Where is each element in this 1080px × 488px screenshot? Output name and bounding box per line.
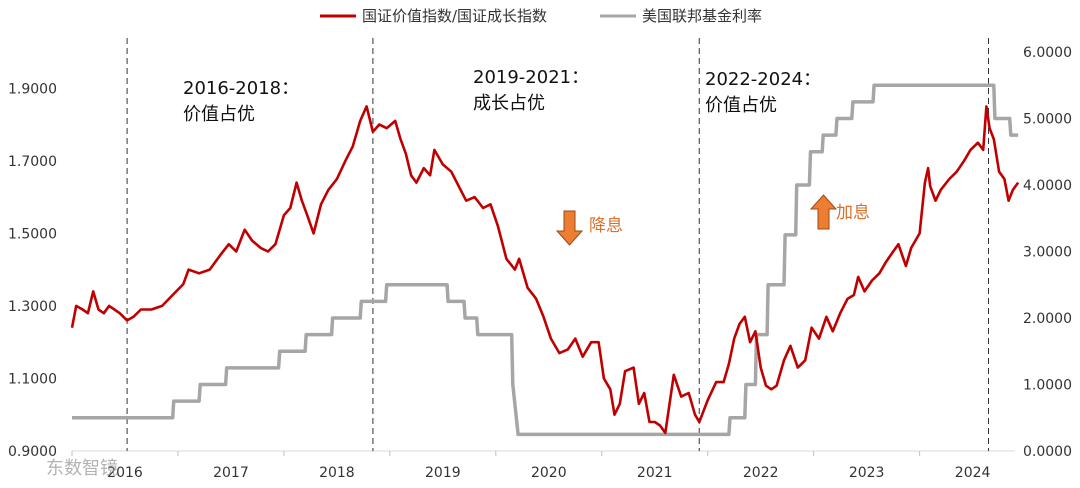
left-tick-label-1: 1.1000 (8, 371, 57, 387)
watermark: 东数智镜 (46, 458, 118, 479)
right-tick-label-3: 3.0000 (1023, 245, 1072, 261)
right-tick-label-2: 2.0000 (1023, 311, 1072, 327)
x-tick-label-4: 2020 (531, 465, 567, 481)
series-line-value-growth (70, 105, 1020, 435)
legend-label-value-growth: 国证价值指数/国证成长指数 (362, 7, 547, 25)
x-tick-label-8: 2024 (955, 465, 991, 481)
rate-cut-marker: 降息 (555, 210, 623, 246)
left-axis: 0.9000 1.1000 1.3000 1.5000 1.7000 1.9000 (8, 81, 57, 460)
left-tick-label-5: 1.9000 (8, 81, 57, 97)
x-tick-label-7: 2023 (849, 465, 885, 481)
legend: 国证价值指数/国证成长指数 美国联邦基金利率 (320, 7, 762, 25)
right-tick-label-4: 4.0000 (1023, 178, 1072, 194)
right-axis: 0.0000 1.0000 2.0000 3.0000 4.0000 5.0000 6.00… (1023, 45, 1072, 460)
x-tick-label-5: 2021 (637, 465, 673, 481)
x-tick-label-0: 2016 (107, 465, 143, 481)
right-tick-label-1: 1.0000 (1023, 378, 1072, 394)
right-tick-label-5: 5.0000 (1023, 112, 1072, 128)
rate-cut-label: 降息 (589, 216, 623, 236)
right-tick-label-6: 6.0000 (1023, 45, 1072, 61)
legend-label-fed-rate: 美国联邦基金利率 (642, 7, 762, 25)
annotations: 2016-2018： 价值占优 2019-2021： 成长占优 2022-202… (183, 67, 821, 125)
x-tick-label-3: 2019 (425, 465, 461, 481)
annotation-period-2-label: 成长占优 (473, 93, 545, 114)
rate-hike-marker: 加息 (809, 194, 870, 230)
rate-hike-label: 加息 (836, 203, 870, 223)
annotation-period-3-title: 2022-2024： (705, 69, 821, 90)
annotation-period-1-label: 价值占优 (183, 104, 255, 125)
left-tick-label-0: 0.9000 (8, 444, 57, 460)
series-line-fed-rate (72, 83, 1019, 437)
x-tick-label-1: 2017 (213, 465, 249, 481)
period-dividers (126, 38, 990, 451)
left-tick-label-3: 1.5000 (8, 226, 57, 242)
arrow-up-icon (809, 194, 838, 230)
annotation-period-2-title: 2019-2021： (473, 67, 589, 88)
left-tick-label-4: 1.7000 (8, 154, 57, 170)
arrow-down-icon (555, 210, 584, 246)
x-axis: 2016 2017 2018 2019 2020 2021 2022 2023 2024 (71, 450, 1015, 481)
x-tick-label-6: 2022 (743, 465, 779, 481)
right-tick-label-0: 0.0000 (1023, 444, 1072, 460)
left-tick-label-2: 1.3000 (8, 299, 57, 315)
x-tick-label-2: 2018 (319, 465, 355, 481)
annotation-period-3-label: 价值占优 (705, 95, 777, 116)
annotation-period-1-title: 2016-2018： (183, 78, 299, 99)
